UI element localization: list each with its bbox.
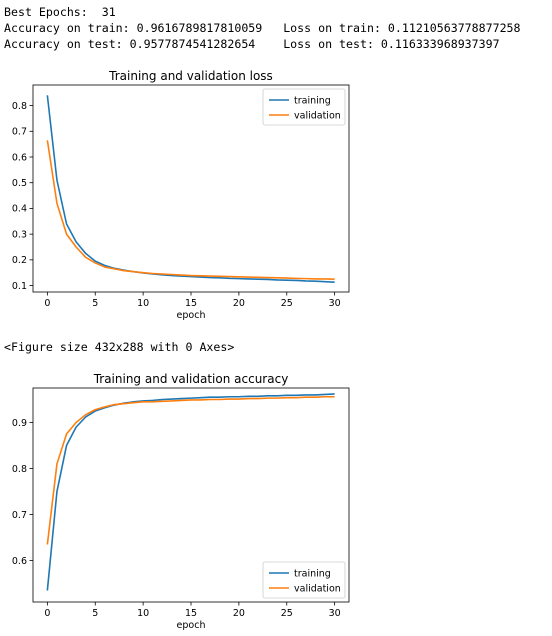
series-line-training <box>46 95 335 284</box>
output-line-best-epochs: Best Epochs: 31 <box>4 5 116 19</box>
y-tick-label: 0.6 <box>12 556 27 567</box>
chart-title: Training and validation accuracy <box>93 372 289 386</box>
chart-title: Training and validation loss <box>108 69 273 83</box>
figure-size-note: <Figure size 432x288 with 0 Axes> <box>4 340 235 354</box>
legend-label-validation: validation <box>294 583 341 594</box>
legend-label-validation: validation <box>294 110 341 121</box>
x-tick-label: 10 <box>137 298 149 309</box>
y-tick-label: 0.4 <box>12 204 27 215</box>
loss-chart: Training and validation loss 0 5 10 15 20 25 30… <box>12 69 350 321</box>
y-tick-label: 0.9 <box>12 418 27 429</box>
y-tick-label: 0.8 <box>12 101 27 112</box>
x-tick-label: 0 <box>44 608 50 619</box>
series-line-validation <box>46 140 335 280</box>
y-tick-label: 0.5 <box>12 178 27 189</box>
x-tick-label: 5 <box>92 608 98 619</box>
x-tick-label: 20 <box>233 608 245 619</box>
output-line-train-metrics: Accuracy on train: 0.9616789817810059 Lo… <box>4 21 521 35</box>
series-line-validation <box>46 395 335 545</box>
y-tick-label: 0.7 <box>12 510 27 521</box>
x-tick-label: 25 <box>281 608 293 619</box>
x-tick-label: 15 <box>185 298 197 309</box>
x-tick-label: 25 <box>281 298 293 309</box>
legend-box <box>262 88 346 126</box>
x-axis-label: epoch <box>177 620 206 631</box>
legend-label-training: training <box>294 95 331 106</box>
y-tick-label: 0.1 <box>12 281 27 292</box>
y-tick-label: 0.2 <box>12 255 27 266</box>
legend-box <box>262 561 346 599</box>
accuracy-chart: Training and validation accuracy 0 5 10 15 20… <box>12 372 350 631</box>
x-tick-label: 30 <box>329 298 341 309</box>
y-tick-label: 0.7 <box>12 127 27 138</box>
x-tick-label: 10 <box>137 608 149 619</box>
series-line-training <box>46 393 335 591</box>
output-line-test-metrics: Accuracy on test: 0.9577874541282654 Los… <box>4 37 500 51</box>
x-tick-label: 30 <box>329 608 341 619</box>
x-tick-label: 20 <box>233 298 245 309</box>
y-tick-label: 0.6 <box>12 152 27 163</box>
y-tick-label: 0.3 <box>12 229 27 240</box>
legend-label-training: training <box>294 568 331 579</box>
x-tick-label: 0 <box>44 298 50 309</box>
x-tick-label: 15 <box>185 608 197 619</box>
x-tick-label: 5 <box>92 298 98 309</box>
y-tick-label: 0.8 <box>12 464 27 475</box>
x-axis-label: epoch <box>177 310 206 321</box>
